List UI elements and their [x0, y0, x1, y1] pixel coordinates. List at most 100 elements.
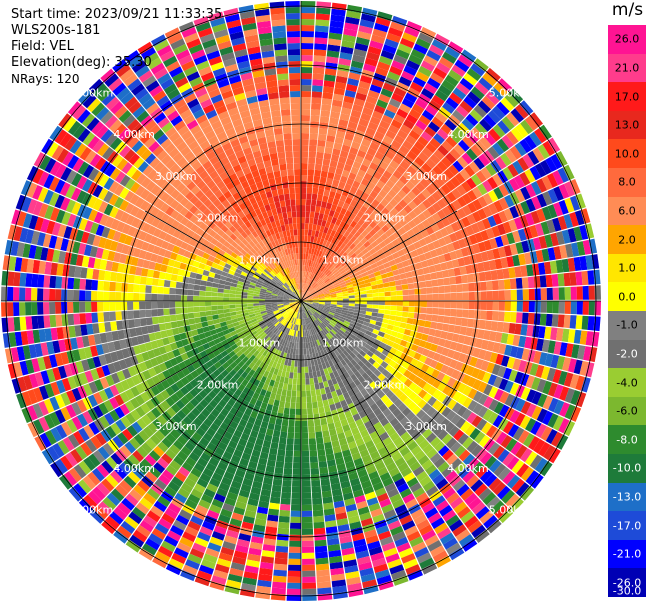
radar-gate [331, 301, 337, 303]
radar-gate [354, 336, 362, 344]
radar-gate [301, 13, 315, 20]
radar-gate [339, 52, 353, 61]
radar-gate [345, 83, 358, 93]
radar-gate [290, 335, 294, 343]
radar-gate [426, 366, 435, 376]
radar-gate [343, 164, 352, 172]
radar-gate [165, 448, 177, 460]
radar-gate [302, 312, 304, 319]
radar-gate [476, 369, 486, 381]
radar-gate [252, 371, 259, 379]
radar-gate [425, 158, 437, 169]
radar-gate [395, 179, 405, 190]
radar-gate [439, 418, 451, 429]
radar-gate [243, 349, 251, 357]
radar-gate [409, 461, 421, 472]
radar-gate [325, 341, 331, 348]
radar-gate [414, 294, 421, 301]
radar-gate [325, 240, 331, 248]
radar-gate [322, 92, 333, 100]
radar-gate [399, 416, 410, 427]
radar-gate [116, 221, 126, 233]
radar-gate [323, 290, 330, 294]
radar-gate [527, 276, 535, 289]
radar-gate [275, 393, 281, 401]
radar-gate [175, 288, 182, 295]
radar-gate [289, 302, 296, 305]
radar-gate [378, 305, 385, 310]
radar-gate [305, 330, 309, 337]
radar-gate [538, 442, 551, 457]
radar-gate [229, 420, 239, 430]
radar-gate [221, 386, 230, 395]
radar-gate [311, 328, 316, 335]
radar-gate [133, 433, 145, 446]
radar-gate [44, 158, 57, 173]
radar-gate [445, 514, 460, 527]
radar-gate [363, 262, 371, 268]
radar-gate [369, 346, 377, 354]
radar-gate [271, 436, 280, 444]
radar-gate [223, 301, 230, 306]
radar-gate [257, 329, 264, 335]
radar-gate [379, 327, 387, 333]
radar-gate [255, 327, 263, 333]
radar-gate [383, 333, 391, 340]
radar-gate [422, 199, 432, 209]
radar-gate [15, 194, 27, 211]
radar-gate [187, 553, 203, 565]
radar-gate [78, 498, 94, 514]
radar-gate [378, 353, 387, 361]
radar-gate [277, 293, 284, 297]
radar-gate [129, 397, 140, 409]
radar-gate [408, 54, 423, 66]
radar-gate [272, 335, 279, 342]
radar-gate [96, 464, 110, 478]
radar-gate [478, 349, 487, 360]
radar-gate [400, 124, 412, 135]
radar-gate [294, 312, 298, 319]
radar-gate [278, 382, 284, 389]
radar-gate [285, 395, 291, 403]
radar-gate [289, 298, 296, 301]
radar-gate [353, 356, 361, 364]
radar-gate [413, 312, 421, 320]
radar-gate [381, 377, 391, 386]
radar-gate [403, 65, 418, 76]
radar-gate [432, 336, 441, 345]
radar-gate [489, 459, 502, 473]
radar-gate [323, 308, 330, 312]
radar-gate [67, 376, 77, 390]
radar-gate [330, 297, 337, 300]
radar-gate [207, 320, 215, 326]
radar-gate [432, 495, 446, 507]
radar-gate [338, 381, 345, 389]
radar-gate [213, 361, 222, 369]
radar-gate [229, 286, 237, 291]
radar-gate [297, 366, 301, 373]
radar-gate [301, 265, 303, 271]
radar-gate [484, 455, 497, 469]
radar-gate [241, 306, 248, 311]
radar-gate [145, 293, 152, 301]
radar-gate [308, 223, 313, 230]
radar-gate [319, 225, 325, 233]
radar-gate [142, 222, 151, 233]
radar-gate [431, 94, 445, 107]
radar-gate [305, 304, 311, 309]
radar-gate [481, 421, 493, 435]
radar-gate [302, 289, 305, 296]
radar-gate [243, 571, 258, 580]
radar-gate [368, 502, 381, 512]
radar-gate [379, 498, 392, 508]
radar-gate [141, 268, 149, 277]
radar-gate [160, 330, 168, 339]
radar-gate [380, 88, 393, 98]
radar-gate [251, 364, 259, 372]
radar-gate [215, 253, 223, 261]
radar-gate [162, 337, 170, 346]
radar-gate [262, 315, 269, 321]
radar-gate [352, 339, 360, 347]
radar-gate [395, 311, 403, 317]
radar-gate [327, 284, 334, 289]
